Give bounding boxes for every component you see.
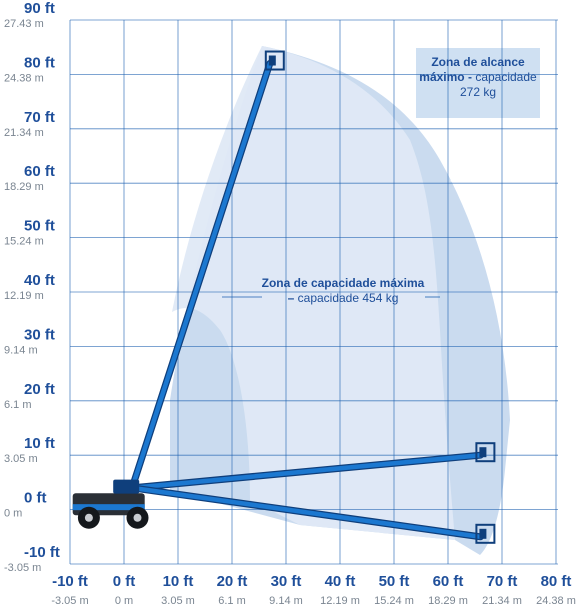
max-capacity-zone (172, 46, 455, 540)
y-tick-label-m: -3.05 m (4, 562, 41, 574)
x-tick-label-ft: 60 ft (433, 573, 464, 590)
boom-horizontal-platform (475, 442, 496, 463)
y-tick-label-m: 21.34 m (4, 127, 44, 139)
y-tick-label-ft: 0 ft (24, 490, 47, 507)
x-tick-label-ft: 40 ft (325, 573, 356, 590)
x-tick-label-m: 18.29 m (428, 595, 468, 607)
max-reach-zone-label: Zona de alcance máximo - capacidade 272 … (416, 55, 540, 100)
x-tick-label-m: 0 m (115, 595, 133, 607)
y-tick-label-ft: 20 ft (24, 381, 55, 398)
boom-below-grade (129, 485, 483, 540)
x-tick-label-ft: 0 ft (113, 573, 136, 590)
boom-below-grade-platform-operator (479, 528, 487, 539)
max-reach-callout-connector (450, 118, 487, 183)
max-capacity-zone-label-bold: Zona de capacidade máxima – (261, 276, 425, 305)
max-capacity-zone-label: Zona de capacidade máxima – capacidade 4… (258, 276, 428, 306)
y-tick-label-m: 27.43 m (4, 18, 44, 30)
boom-horizontal-platform-operator (479, 447, 487, 458)
y-tick-label-ft: 30 ft (24, 326, 55, 343)
x-tick-label-m: 15.24 m (374, 595, 414, 607)
x-tick-label-m: 24.38 m (536, 595, 576, 607)
y-tick-label-m: 24.38 m (4, 72, 44, 84)
y-tick-label-ft: 50 ft (24, 218, 55, 235)
boom-vertical (129, 61, 273, 491)
x-tick-label-ft: 80 ft (541, 573, 572, 590)
y-tick-label-ft: 60 ft (24, 163, 55, 180)
y-tick-label-ft: 70 ft (24, 109, 55, 126)
max-capacity-zone-label-normal: capacidade 454 kg (297, 291, 399, 305)
y-tick-label-m: 3.05 m (4, 453, 38, 465)
y-tick-label-m: 12.19 m (4, 290, 44, 302)
boom-below-grade-platform (475, 523, 496, 544)
x-tick-label-m: -3.05 m (51, 595, 88, 607)
y-tick-label-m: 9.14 m (4, 344, 38, 356)
x-tick-label-ft: 10 ft (163, 573, 194, 590)
x-axis-ticks: -10 ft -3.05 m 0 ft 0 m 10 ft 3.05 m 20 ft 6.1 … (51, 573, 576, 607)
y-tick-label-m: 6.1 m (4, 399, 32, 411)
x-tick-label-m: 21.34 m (482, 595, 522, 607)
x-tick-label-m: 3.05 m (161, 595, 195, 607)
max-reach-zone-label-normal: capacidade 272 kg (459, 70, 537, 99)
boom-horizontal (129, 452, 483, 491)
y-tick-label-ft: 40 ft (24, 272, 55, 289)
x-tick-label-ft: 20 ft (217, 573, 248, 590)
x-tick-label-m: 12.19 m (320, 595, 360, 607)
boom-vertical-platform (264, 50, 285, 71)
y-tick-label-m: 18.29 m (4, 181, 44, 193)
y-tick-label-ft: 10 ft (24, 435, 55, 452)
x-tick-label-ft: 70 ft (487, 573, 518, 590)
x-tick-label-m: 9.14 m (269, 595, 303, 607)
boom-vertical-platform-operator (268, 55, 276, 66)
y-tick-label-ft: -10 ft (24, 544, 60, 561)
x-tick-label-ft: 30 ft (271, 573, 302, 590)
turntable (113, 479, 140, 494)
boom-illustration (72, 50, 496, 544)
chassis-stripe (72, 504, 145, 511)
x-tick-label-m: 6.1 m (218, 595, 246, 607)
x-tick-label-ft: -10 ft (52, 573, 88, 590)
max-reach-callout-box (416, 48, 540, 118)
y-tick-label-m: 15.24 m (4, 236, 44, 248)
wheel-front-hub (133, 513, 142, 522)
x-tick-label-ft: 50 ft (379, 573, 410, 590)
y-tick-label-ft: 80 ft (24, 54, 55, 71)
max-reach-zone-label-bold: Zona de alcance máximo - (419, 55, 525, 84)
y-tick-label-m: 0 m (4, 508, 22, 520)
y-tick-label-ft: 90 ft (24, 0, 55, 17)
wheel-rear-hub (84, 513, 93, 522)
